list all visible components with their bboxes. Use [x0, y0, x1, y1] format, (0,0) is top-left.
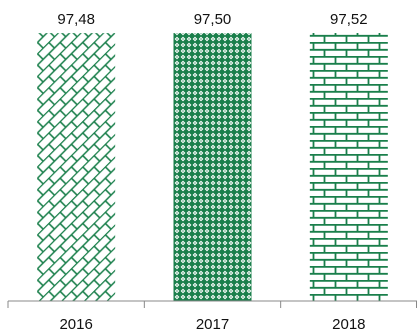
x-axis-ticks-group [7, 301, 417, 308]
x-tick-label-2018: 2018 [332, 316, 365, 333]
x-tick-label-2016: 2016 [59, 316, 92, 333]
x-axis-labels-group: 2016 2017 2018 [59, 316, 365, 333]
bars-group [37, 33, 388, 301]
bar-2018 [309, 33, 388, 301]
data-labels-group: 97,48 97,50 97,52 [57, 11, 367, 28]
data-label-2016: 97,48 [57, 11, 95, 28]
data-label-2017: 97,50 [194, 11, 232, 28]
bar-2016 [37, 33, 116, 301]
x-tick-label-2017: 2017 [196, 316, 229, 333]
data-label-2018: 97,52 [330, 11, 368, 28]
bar-2017 [173, 33, 252, 301]
